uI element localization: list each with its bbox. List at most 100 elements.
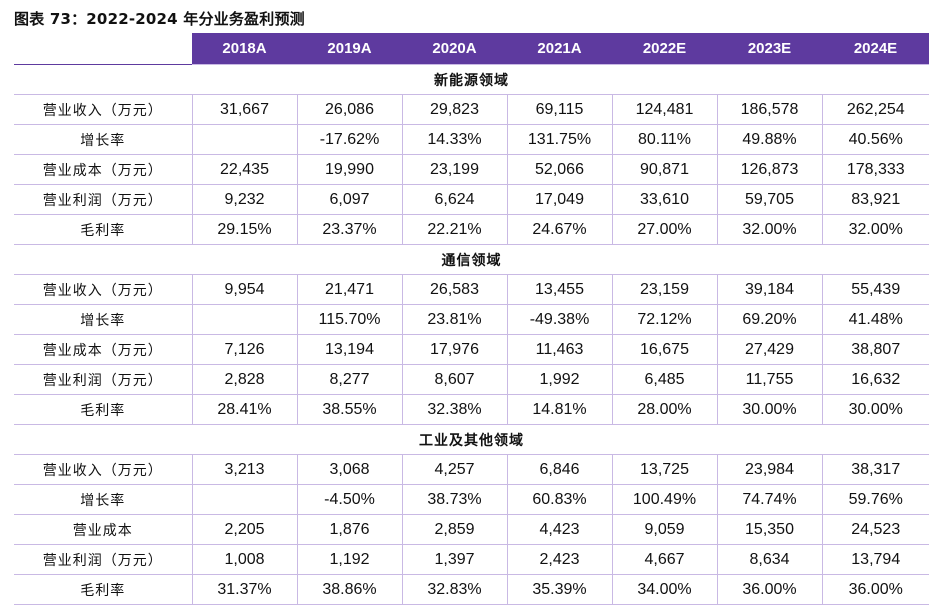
header-year: 2024E — [822, 33, 929, 65]
table-cell: 6,846 — [507, 454, 613, 485]
table-cell: 39,184 — [717, 274, 823, 305]
table-cell: 59.76% — [822, 484, 929, 515]
table-cell: 2,828 — [192, 364, 298, 395]
row-label: 增长率 — [14, 124, 193, 155]
table-cell: 6,485 — [612, 364, 718, 395]
row-label: 毛利率 — [14, 574, 193, 605]
table-cell: 23.81% — [402, 304, 508, 335]
row-label: 营业利润（万元） — [14, 544, 193, 575]
table-header: 2018A 2019A 2020A 2021A 2022E 2023E 2024… — [14, 33, 929, 65]
table-cell: 34.00% — [612, 574, 718, 605]
table-cell: 4,257 — [402, 454, 508, 485]
table-cell: 24.67% — [507, 214, 613, 245]
table-cell: 22,435 — [192, 154, 298, 185]
table-row: 营业利润（万元） 1,008 1,192 1,397 2,423 4,667 8,634 13… — [14, 544, 929, 575]
table-cell: 6,624 — [402, 184, 508, 215]
table-cell: 126,873 — [717, 154, 823, 185]
row-label: 增长率 — [14, 484, 193, 515]
table-cell: 1,876 — [297, 514, 403, 545]
table-cell: 38,317 — [822, 454, 929, 485]
table-cell: 74.74% — [717, 484, 823, 515]
row-label: 营业收入（万元） — [14, 454, 193, 485]
table-cell: 36.00% — [822, 574, 929, 605]
table-cell: 3,068 — [297, 454, 403, 485]
table-cell: 17,976 — [402, 334, 508, 365]
table-row: 营业利润（万元） 9,232 6,097 6,624 17,049 33,610 59,70… — [14, 184, 929, 215]
table-cell: 11,755 — [717, 364, 823, 395]
table-cell: 38.86% — [297, 574, 403, 605]
table-cell: 4,423 — [507, 514, 613, 545]
table-cell: 27.00% — [612, 214, 718, 245]
table-cell — [192, 304, 298, 335]
table-cell: 55,439 — [822, 274, 929, 305]
row-label: 营业成本 — [14, 514, 193, 545]
table-cell: 115.70% — [297, 304, 403, 335]
table-cell: 186,578 — [717, 94, 823, 125]
table-cell: 2,423 — [507, 544, 613, 575]
row-label: 营业收入（万元） — [14, 274, 193, 305]
table-cell — [192, 484, 298, 515]
table-cell: 80.11% — [612, 124, 718, 155]
section-row: 工业及其他领域 — [14, 424, 929, 455]
table-cell: 8,634 — [717, 544, 823, 575]
table-cell: 16,675 — [612, 334, 718, 365]
table-row: 增长率 115.70% 23.81% -49.38% 72.12% 69.20% 41.48… — [14, 304, 929, 335]
table-cell: 36.00% — [717, 574, 823, 605]
table-cell: 69.20% — [717, 304, 823, 335]
table-row: 增长率 -17.62% 14.33% 131.75% 80.11% 49.88% 40.56… — [14, 124, 929, 155]
table-row: 营业收入（万元） 3,213 3,068 4,257 6,846 13,725 23,984… — [14, 454, 929, 485]
table-cell: 32.00% — [822, 214, 929, 245]
table-cell: 178,333 — [822, 154, 929, 185]
table-cell: 131.75% — [507, 124, 613, 155]
table-cell: 33,610 — [612, 184, 718, 215]
table-cell: 3,213 — [192, 454, 298, 485]
table-cell: 100.49% — [612, 484, 718, 515]
table-cell: 9,954 — [192, 274, 298, 305]
table-cell: 13,794 — [822, 544, 929, 575]
row-label: 毛利率 — [14, 394, 193, 425]
table-cell: 17,049 — [507, 184, 613, 215]
table-cell: 14.33% — [402, 124, 508, 155]
table-cell: -4.50% — [297, 484, 403, 515]
table-cell: 27,429 — [717, 334, 823, 365]
table-cell: 13,194 — [297, 334, 403, 365]
table-cell: 23.37% — [297, 214, 403, 245]
forecast-table: 2018A 2019A 2020A 2021A 2022E 2023E 2024… — [14, 33, 929, 605]
table-row: 毛利率 28.41% 38.55% 32.38% 14.81% 28.00% 30.00% 3… — [14, 394, 929, 425]
row-label: 营业利润（万元） — [14, 364, 193, 395]
header-year: 2020A — [402, 33, 507, 65]
table-cell: 49.88% — [717, 124, 823, 155]
table-row: 毛利率 29.15% 23.37% 22.21% 24.67% 27.00% 32.00% 3… — [14, 214, 929, 245]
table-cell: 14.81% — [507, 394, 613, 425]
section-row: 新能源领域 — [14, 64, 929, 95]
table-cell: 21,471 — [297, 274, 403, 305]
table-title: 图表 73：2022-2024 年分业务盈利预测 — [14, 10, 305, 28]
table-row: 毛利率 31.37% 38.86% 32.83% 35.39% 34.00% 36.00% 3… — [14, 574, 929, 605]
header-row: 2018A 2019A 2020A 2021A 2022E 2023E 2024… — [14, 33, 929, 65]
table-cell: 15,350 — [717, 514, 823, 545]
table-cell: 90,871 — [612, 154, 718, 185]
table-cell: 40.56% — [822, 124, 929, 155]
header-year: 2018A — [192, 33, 297, 65]
table-cell: 60.83% — [507, 484, 613, 515]
table-cell: 23,199 — [402, 154, 508, 185]
table-cell: 16,632 — [822, 364, 929, 395]
table-row: 营业成本（万元） 7,126 13,194 17,976 11,463 16,675 27,… — [14, 334, 929, 365]
table-row: 增长率 -4.50% 38.73% 60.83% 100.49% 74.74% 59.76% — [14, 484, 929, 515]
table-cell: 9,232 — [192, 184, 298, 215]
table-cell: 38.73% — [402, 484, 508, 515]
row-label: 营业收入（万元） — [14, 94, 193, 125]
table-cell: 1,192 — [297, 544, 403, 575]
table-cell: 69,115 — [507, 94, 613, 125]
row-label: 营业成本（万元） — [14, 154, 193, 185]
table-cell: 22.21% — [402, 214, 508, 245]
table-cell: 2,205 — [192, 514, 298, 545]
header-year: 2022E — [612, 33, 717, 65]
table-cell: 8,607 — [402, 364, 508, 395]
header-year: 2023E — [717, 33, 822, 65]
table-cell: 1,008 — [192, 544, 298, 575]
table-cell: -49.38% — [507, 304, 613, 335]
table-cell: 31.37% — [192, 574, 298, 605]
table-cell: 124,481 — [612, 94, 718, 125]
table-cell: 26,583 — [402, 274, 508, 305]
